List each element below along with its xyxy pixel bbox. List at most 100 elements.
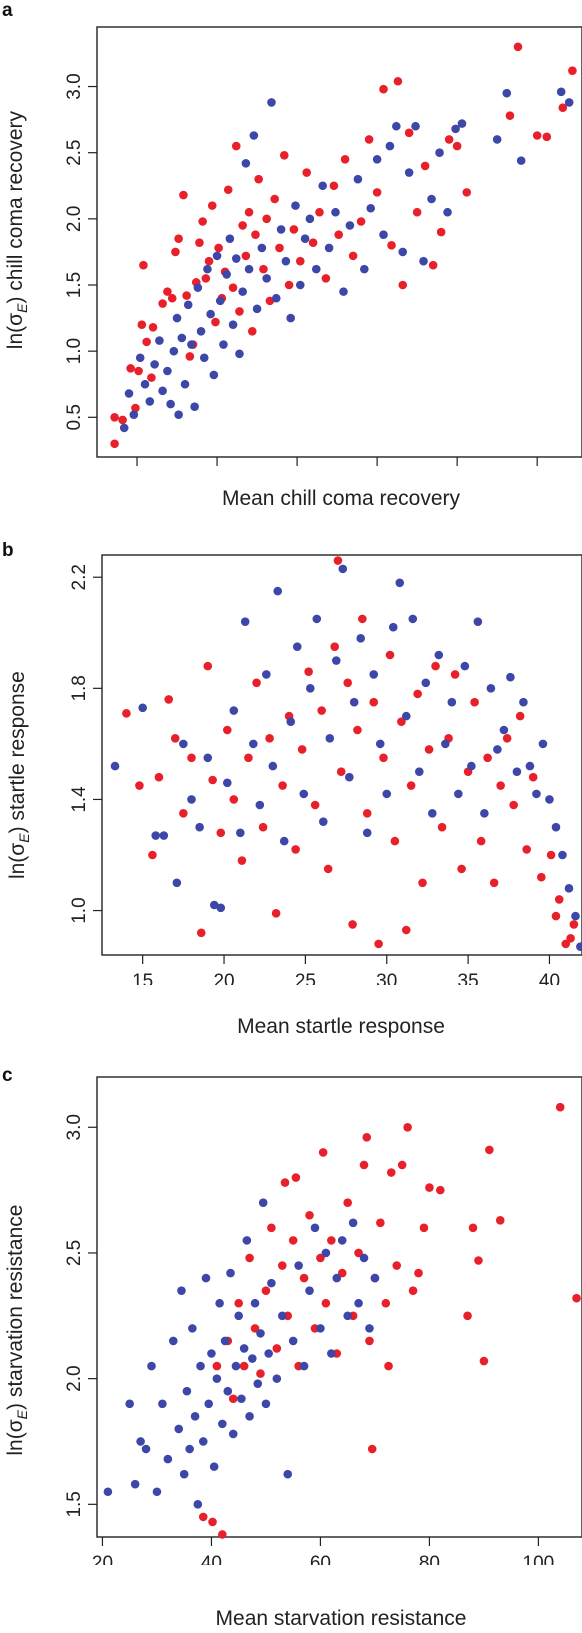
red-data-point [513, 42, 523, 52]
blue-data-point [151, 831, 160, 840]
blue-data-point [375, 739, 385, 749]
red-data-point [558, 103, 568, 113]
blue-data-point [300, 234, 310, 243]
blue-data-point [262, 274, 271, 283]
red-data-point [321, 1298, 331, 1308]
red-data-point [418, 878, 427, 888]
red-data-point [348, 251, 358, 261]
blue-data-point [177, 1286, 186, 1295]
blue-data-point [228, 1429, 238, 1439]
red-data-point [374, 939, 383, 949]
blue-data-point [556, 87, 566, 97]
red-data-point [419, 1223, 429, 1233]
blue-data-point [216, 903, 226, 913]
blue-data-point [261, 1399, 271, 1409]
blue-data-point [286, 717, 296, 726]
blue-data-point [193, 1500, 203, 1509]
blue-data-point [339, 287, 348, 296]
red-data-point [330, 642, 339, 651]
red-data-point [158, 299, 167, 308]
red-data-point [354, 1248, 363, 1258]
red-data-point [452, 141, 462, 151]
chart-a: 1015202530350.51.01.52.02.53.0 [64, 26, 582, 466]
blue-data-point [103, 1487, 113, 1497]
blue-data-point [492, 135, 502, 144]
red-data-point [436, 1185, 445, 1195]
blue-data-point [411, 121, 420, 131]
red-data-point [336, 767, 346, 776]
blue-data-point [324, 243, 334, 253]
y-tick-label: 3.0 [64, 1114, 85, 1140]
red-data-point [208, 775, 217, 785]
red-data-point [256, 1369, 265, 1378]
x-tick-label: 30 [376, 971, 397, 985]
blue-data-point [196, 1361, 205, 1371]
y-tick-label: 2.0 [64, 206, 85, 232]
blue-data-point [281, 256, 291, 266]
red-data-point [280, 1178, 290, 1187]
red-data-point [537, 872, 546, 882]
blue-data-point [332, 656, 341, 665]
blue-data-point [353, 174, 363, 184]
blue-data-point [321, 1248, 331, 1258]
panel-b: b 15 20 25 30 35 40 1.0 1.4 1.8 2.2 ln(σE) startl… [0, 540, 582, 1065]
blue-data-point [190, 1412, 200, 1421]
blue-data-point [525, 761, 535, 771]
red-data-point [118, 415, 127, 425]
red-data-point [532, 131, 542, 140]
red-data-point [566, 934, 575, 943]
red-data-point [305, 1210, 314, 1220]
x-tick-label: 60 [310, 1553, 331, 1565]
blue-data-point [338, 564, 348, 574]
red-data-point [542, 132, 552, 142]
blue-data-point [206, 309, 215, 319]
blue-data-point [237, 1394, 246, 1404]
blue-data-point [379, 230, 388, 240]
x-tick-label: 100 [523, 1553, 555, 1565]
red-data-point [479, 1356, 489, 1366]
red-data-point [244, 207, 254, 217]
red-data-point [385, 650, 395, 660]
red-data-point [239, 1361, 249, 1371]
plot-frame [101, 554, 582, 956]
red-data-point [489, 878, 499, 888]
blue-data-point [312, 614, 322, 624]
blue-data-point [447, 697, 457, 707]
red-data-point [228, 283, 238, 292]
blue-data-point [295, 280, 305, 290]
y-tick-label: 1.4 [69, 786, 90, 813]
red-data-point [275, 243, 284, 253]
blue-data-point [272, 1374, 282, 1383]
blue-data-point [305, 1286, 314, 1295]
red-data-point [390, 836, 400, 846]
red-data-point [551, 911, 561, 921]
blue-data-point [337, 1236, 347, 1245]
panel-b-y-axis-label: ln(σE) startle response [5, 671, 33, 880]
blue-data-point [348, 1218, 358, 1228]
blue-data-point [480, 809, 489, 818]
blue-data-point [277, 1311, 287, 1321]
red-data-point [167, 293, 177, 303]
blue-data-point [231, 254, 241, 263]
blue-data-point [129, 410, 139, 419]
red-data-point [288, 1236, 298, 1245]
blue-data-point [283, 1469, 293, 1479]
red-data-point [170, 734, 180, 743]
red-data-point [238, 221, 247, 230]
blue-data-point [401, 711, 411, 721]
red-data-point [474, 1256, 483, 1265]
red-data-point [428, 260, 438, 270]
panel-c-letter: c [2, 1065, 13, 1086]
red-data-point [216, 828, 226, 838]
chart-b: 15 20 25 30 35 40 1.0 1.4 1.8 2.2 [69, 554, 582, 985]
y-tick-label: 2.2 [69, 564, 90, 590]
red-data-point [397, 1160, 407, 1170]
red-data-point [203, 661, 213, 671]
blue-data-point [345, 221, 355, 230]
plot-frame [96, 1076, 582, 1538]
red-data-point [174, 234, 183, 243]
red-data-point [310, 800, 320, 810]
red-data-point [485, 1145, 494, 1155]
red-data-point [198, 1512, 208, 1522]
blue-data-point [248, 1354, 257, 1363]
